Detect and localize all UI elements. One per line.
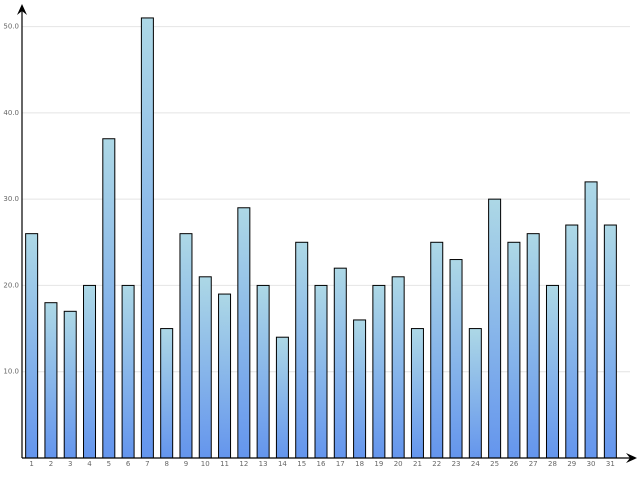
bar [295, 241, 309, 459]
x-tick-label: 26 [509, 460, 518, 468]
bar [198, 276, 212, 459]
bar [372, 284, 386, 459]
bar [391, 276, 405, 459]
bar [160, 328, 174, 459]
y-axis-arrow [17, 4, 27, 15]
bar [584, 181, 598, 459]
y-tick-label: 30.0 [3, 195, 19, 203]
x-tick-label: 24 [471, 460, 480, 468]
bar [603, 224, 617, 459]
bar [25, 233, 39, 459]
x-tick-label: 10 [201, 460, 210, 468]
x-tick-label: 14 [278, 460, 287, 468]
bar [565, 224, 579, 459]
bar [468, 328, 482, 459]
bar [256, 284, 270, 459]
bar [140, 17, 154, 459]
x-tick-label: 25 [490, 460, 499, 468]
bar [545, 284, 559, 459]
bar [44, 302, 58, 459]
x-tick-label: 7 [145, 460, 149, 468]
x-tick-label: 16 [317, 460, 326, 468]
x-tick-label: 1 [29, 460, 33, 468]
x-tick-label: 17 [336, 460, 345, 468]
x-tick-label: 15 [297, 460, 306, 468]
bar [83, 284, 97, 459]
bar [63, 310, 77, 459]
x-tick-label: 30 [587, 460, 596, 468]
bars [25, 17, 617, 459]
x-tick-label: 29 [567, 460, 576, 468]
bar [314, 284, 328, 459]
x-tick-label: 9 [184, 460, 188, 468]
x-tick-label: 31 [606, 460, 615, 468]
y-tick-label: 50.0 [3, 23, 19, 31]
bar [410, 328, 424, 459]
x-tick-label: 12 [239, 460, 248, 468]
x-tick-label: 20 [394, 460, 403, 468]
x-tick-label: 4 [87, 460, 92, 468]
bar [237, 207, 251, 459]
x-tick-label: 21 [413, 460, 422, 468]
x-tick-label: 19 [374, 460, 383, 468]
x-tick-label: 18 [355, 460, 364, 468]
bar [353, 319, 367, 459]
x-tick-label: 6 [126, 460, 131, 468]
y-tick-label: 20.0 [3, 281, 19, 289]
x-tick-label: 13 [259, 460, 268, 468]
x-axis-arrow [626, 453, 637, 463]
bar [121, 284, 135, 459]
x-tick-label: 28 [548, 460, 557, 468]
bar [275, 336, 289, 459]
x-tick-label: 23 [452, 460, 461, 468]
bar [218, 293, 232, 459]
bar [430, 241, 444, 459]
x-tick-label: 3 [68, 460, 72, 468]
x-tick-label: 8 [164, 460, 168, 468]
y-tick-label: 40.0 [3, 109, 19, 117]
x-tick-label: 27 [529, 460, 538, 468]
x-tick-label: 22 [432, 460, 441, 468]
bar [526, 233, 540, 459]
bar [488, 198, 502, 459]
x-tick-label: 11 [220, 460, 229, 468]
x-tick-label: 2 [49, 460, 53, 468]
bar [102, 138, 116, 459]
bar [333, 267, 347, 459]
y-tick-label: 10.0 [3, 368, 19, 376]
bar [507, 241, 521, 459]
bar [449, 259, 463, 459]
x-tick-label: 5 [107, 460, 111, 468]
bar [179, 233, 193, 459]
